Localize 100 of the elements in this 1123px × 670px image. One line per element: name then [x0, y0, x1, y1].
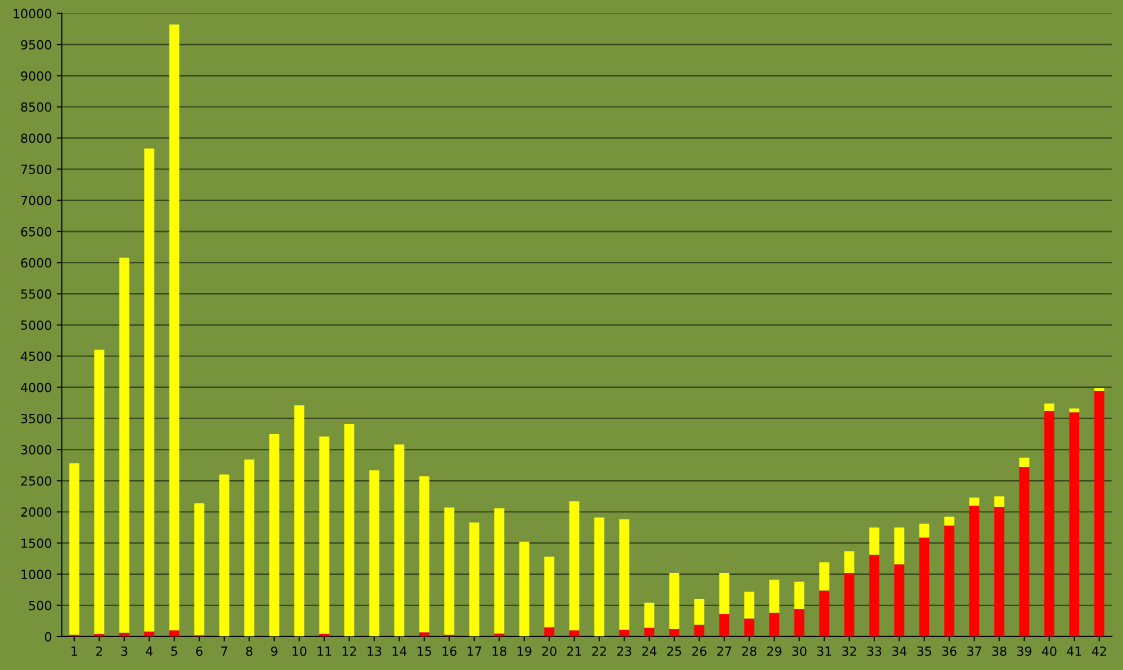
bar [619, 519, 630, 630]
bar [394, 444, 405, 637]
x-tick-label: 11 [317, 646, 332, 656]
bar [69, 463, 80, 635]
bar [94, 349, 105, 635]
y-tick-label: 1000 [21, 569, 52, 580]
bar [344, 424, 355, 637]
x-tick-label: 34 [892, 646, 907, 656]
x-tick-label: 20 [542, 646, 557, 656]
y-tick-label: 2000 [21, 507, 52, 517]
x-tick-label: 42 [1091, 646, 1106, 656]
bar [444, 507, 455, 635]
bar [194, 503, 205, 636]
y-tick-label: 3500 [21, 413, 52, 424]
x-tick-label: 2 [96, 646, 102, 656]
bar [694, 599, 705, 625]
y-tick-label: 9500 [21, 40, 52, 50]
x-tick-label: 29 [767, 646, 782, 656]
bar [269, 433, 280, 637]
y-tick-label: 0 [44, 631, 52, 642]
bar [769, 579, 780, 613]
bar [794, 609, 805, 637]
x-tick-label: 18 [492, 646, 507, 656]
bar [1069, 412, 1080, 637]
x-tick-label: 1 [71, 646, 78, 656]
bar [319, 436, 330, 635]
x-tick-label: 13 [367, 646, 382, 656]
bar [544, 627, 555, 637]
bar [119, 257, 130, 633]
x-tick-label: 35 [917, 646, 932, 656]
bar [544, 556, 555, 628]
x-tick-label: 28 [742, 646, 757, 656]
bar [769, 612, 780, 637]
x-tick-label: 15 [417, 646, 432, 656]
bar [169, 24, 180, 631]
bar [694, 624, 705, 637]
bar [1094, 391, 1105, 637]
bar [569, 630, 580, 637]
x-tick-label: 24 [642, 646, 657, 656]
x-tick-label: 39 [1017, 646, 1032, 656]
y-tick-label: 10000 [13, 8, 52, 19]
bar [294, 405, 305, 637]
bar [469, 522, 480, 637]
x-tick-label: 7 [221, 646, 228, 656]
bar [919, 523, 930, 538]
x-tick-label: 19 [517, 646, 532, 656]
x-tick-label: 3 [121, 646, 128, 656]
x-tick-label: 21 [567, 646, 582, 656]
x-tick-label: 41 [1066, 646, 1082, 656]
x-tick-label: 17 [467, 646, 482, 656]
bar [894, 564, 905, 637]
bar [869, 527, 880, 555]
x-tick-label: 6 [196, 646, 203, 656]
bar [244, 459, 255, 637]
bar [1019, 457, 1030, 468]
bar [1069, 408, 1080, 413]
x-tick-label: 31 [817, 646, 832, 656]
x-tick-label: 8 [246, 646, 253, 656]
x-tick-label: 10 [292, 646, 307, 656]
x-tick-label: 30 [792, 646, 807, 656]
y-tick-label: 2500 [21, 476, 52, 486]
bar [744, 618, 755, 637]
bar [994, 506, 1005, 637]
bar [819, 562, 830, 591]
bar [944, 516, 955, 526]
x-tick-label: 14 [392, 646, 407, 656]
x-tick-label: 5 [171, 646, 178, 656]
y-tick-label: 1500 [21, 538, 52, 548]
bar [744, 591, 755, 619]
bar [669, 629, 680, 637]
bar [919, 537, 930, 637]
y-tick-label: 4000 [20, 382, 52, 393]
y-tick-label: 3000 [21, 445, 52, 455]
x-tick-label: 27 [717, 646, 732, 656]
bar [1044, 410, 1055, 637]
bar [169, 630, 180, 637]
y-tick-label: 9000 [21, 71, 52, 81]
y-tick-label: 6000 [21, 258, 52, 268]
x-tick-label: 40 [1041, 646, 1057, 656]
x-tick-label: 38 [992, 646, 1007, 656]
x-tick-label: 33 [867, 646, 882, 656]
x-tick-label: 9 [271, 646, 278, 656]
bar [969, 497, 980, 506]
x-tick-label: 12 [342, 646, 356, 656]
bar [794, 581, 805, 610]
bar [419, 632, 430, 637]
bar [719, 572, 730, 615]
x-tick-label: 36 [942, 646, 957, 656]
bar [494, 633, 505, 637]
bar [419, 476, 430, 633]
y-tick-label: 8000 [21, 133, 52, 143]
x-tick-label: 4 [145, 646, 153, 656]
bar [719, 614, 730, 637]
bar [994, 496, 1005, 507]
bar [219, 474, 230, 637]
x-tick-label: 32 [842, 646, 856, 656]
y-tick-label: 8500 [21, 102, 52, 112]
x-tick-label: 25 [667, 646, 682, 656]
y-tick-label: 7500 [21, 164, 52, 175]
y-tick-label: 6500 [21, 226, 52, 237]
